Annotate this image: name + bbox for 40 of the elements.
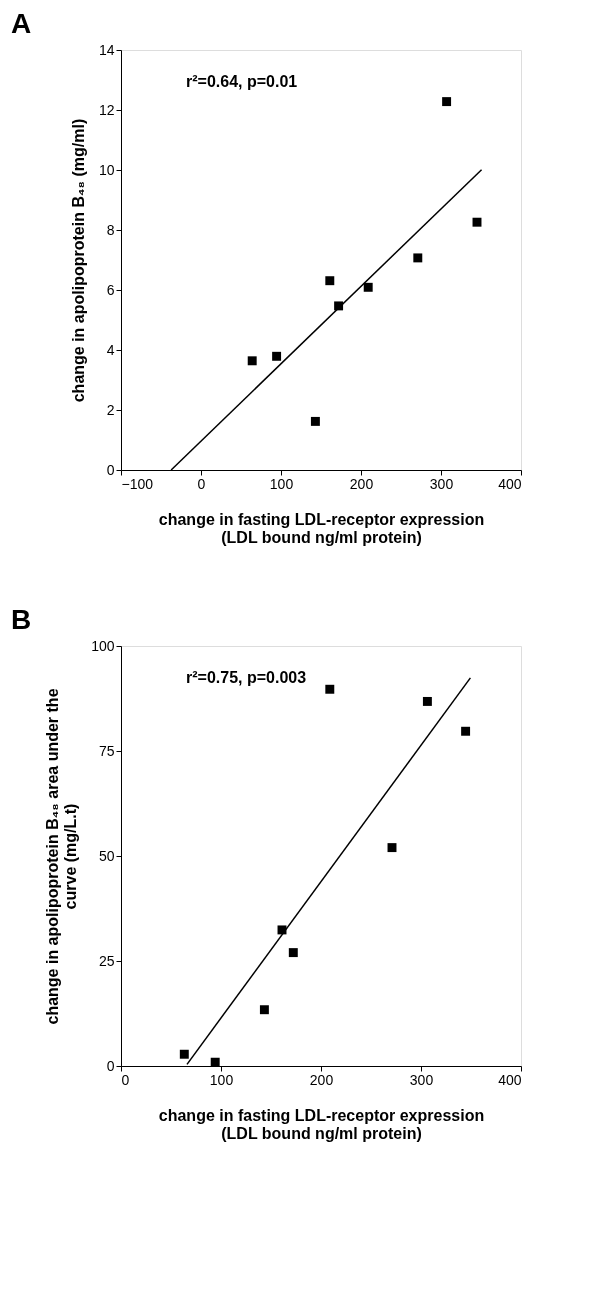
y-tick-label: 0 bbox=[106, 1057, 115, 1074]
x-tick-label: 400 bbox=[498, 475, 522, 492]
y-axis-title: change in apolipoprotein B₄₈ (mg/ml) bbox=[69, 118, 87, 403]
chart-title: A bbox=[11, 8, 32, 39]
y-tick-label: 4 bbox=[106, 341, 115, 358]
y-tick-label: 6 bbox=[106, 281, 115, 298]
y-tick-label: 100 bbox=[91, 637, 115, 654]
point bbox=[210, 1057, 220, 1067]
y-tick-label: 50 bbox=[98, 847, 115, 864]
point bbox=[288, 948, 298, 958]
point bbox=[259, 1005, 269, 1015]
annotation: r²=0.75, p=0.003 bbox=[186, 669, 307, 686]
x-axis-title: change in fasting LDL-receptor expression (LDL bound ng/ml protein) bbox=[158, 510, 485, 546]
y-tick-label: 25 bbox=[98, 952, 115, 969]
annotation: r²=0.64, p=0.01 bbox=[186, 73, 298, 90]
point bbox=[325, 684, 335, 694]
point bbox=[461, 726, 471, 736]
x-tick-label: 400 bbox=[498, 1071, 522, 1088]
x-tick-label: 300 bbox=[409, 1071, 434, 1088]
y-tick-label: 10 bbox=[98, 161, 115, 178]
y-tick-label: 75 bbox=[98, 742, 115, 759]
y-tick-label: 8 bbox=[106, 221, 115, 238]
x-tick-label: 0 bbox=[121, 1071, 130, 1088]
x-axis-title: change in fasting LDL-receptor expression (LDL bound ng/ml protein) bbox=[158, 1106, 485, 1142]
x-tick-label: 0 bbox=[197, 475, 206, 492]
x-tick-label: 200 bbox=[309, 1071, 334, 1088]
y-axis-title: change in apolipoprotein B₄₈ area under the curve (mg/L.t) bbox=[44, 688, 80, 1025]
y-tick-label: 12 bbox=[98, 101, 115, 118]
point bbox=[422, 696, 432, 706]
x-tick-label: 100 bbox=[209, 1071, 234, 1088]
point bbox=[179, 1049, 189, 1059]
chart-title: B bbox=[11, 604, 32, 635]
point bbox=[387, 843, 397, 853]
x-tick-label: 200 bbox=[349, 475, 374, 492]
x-tick-label: 300 bbox=[429, 475, 454, 492]
y-tick-label: 2 bbox=[106, 401, 115, 418]
y-tick-label: 14 bbox=[98, 41, 115, 58]
x-tick-label: −100 bbox=[121, 475, 154, 492]
x-tick-label: 100 bbox=[269, 475, 294, 492]
y-tick-label: 0 bbox=[106, 461, 115, 478]
